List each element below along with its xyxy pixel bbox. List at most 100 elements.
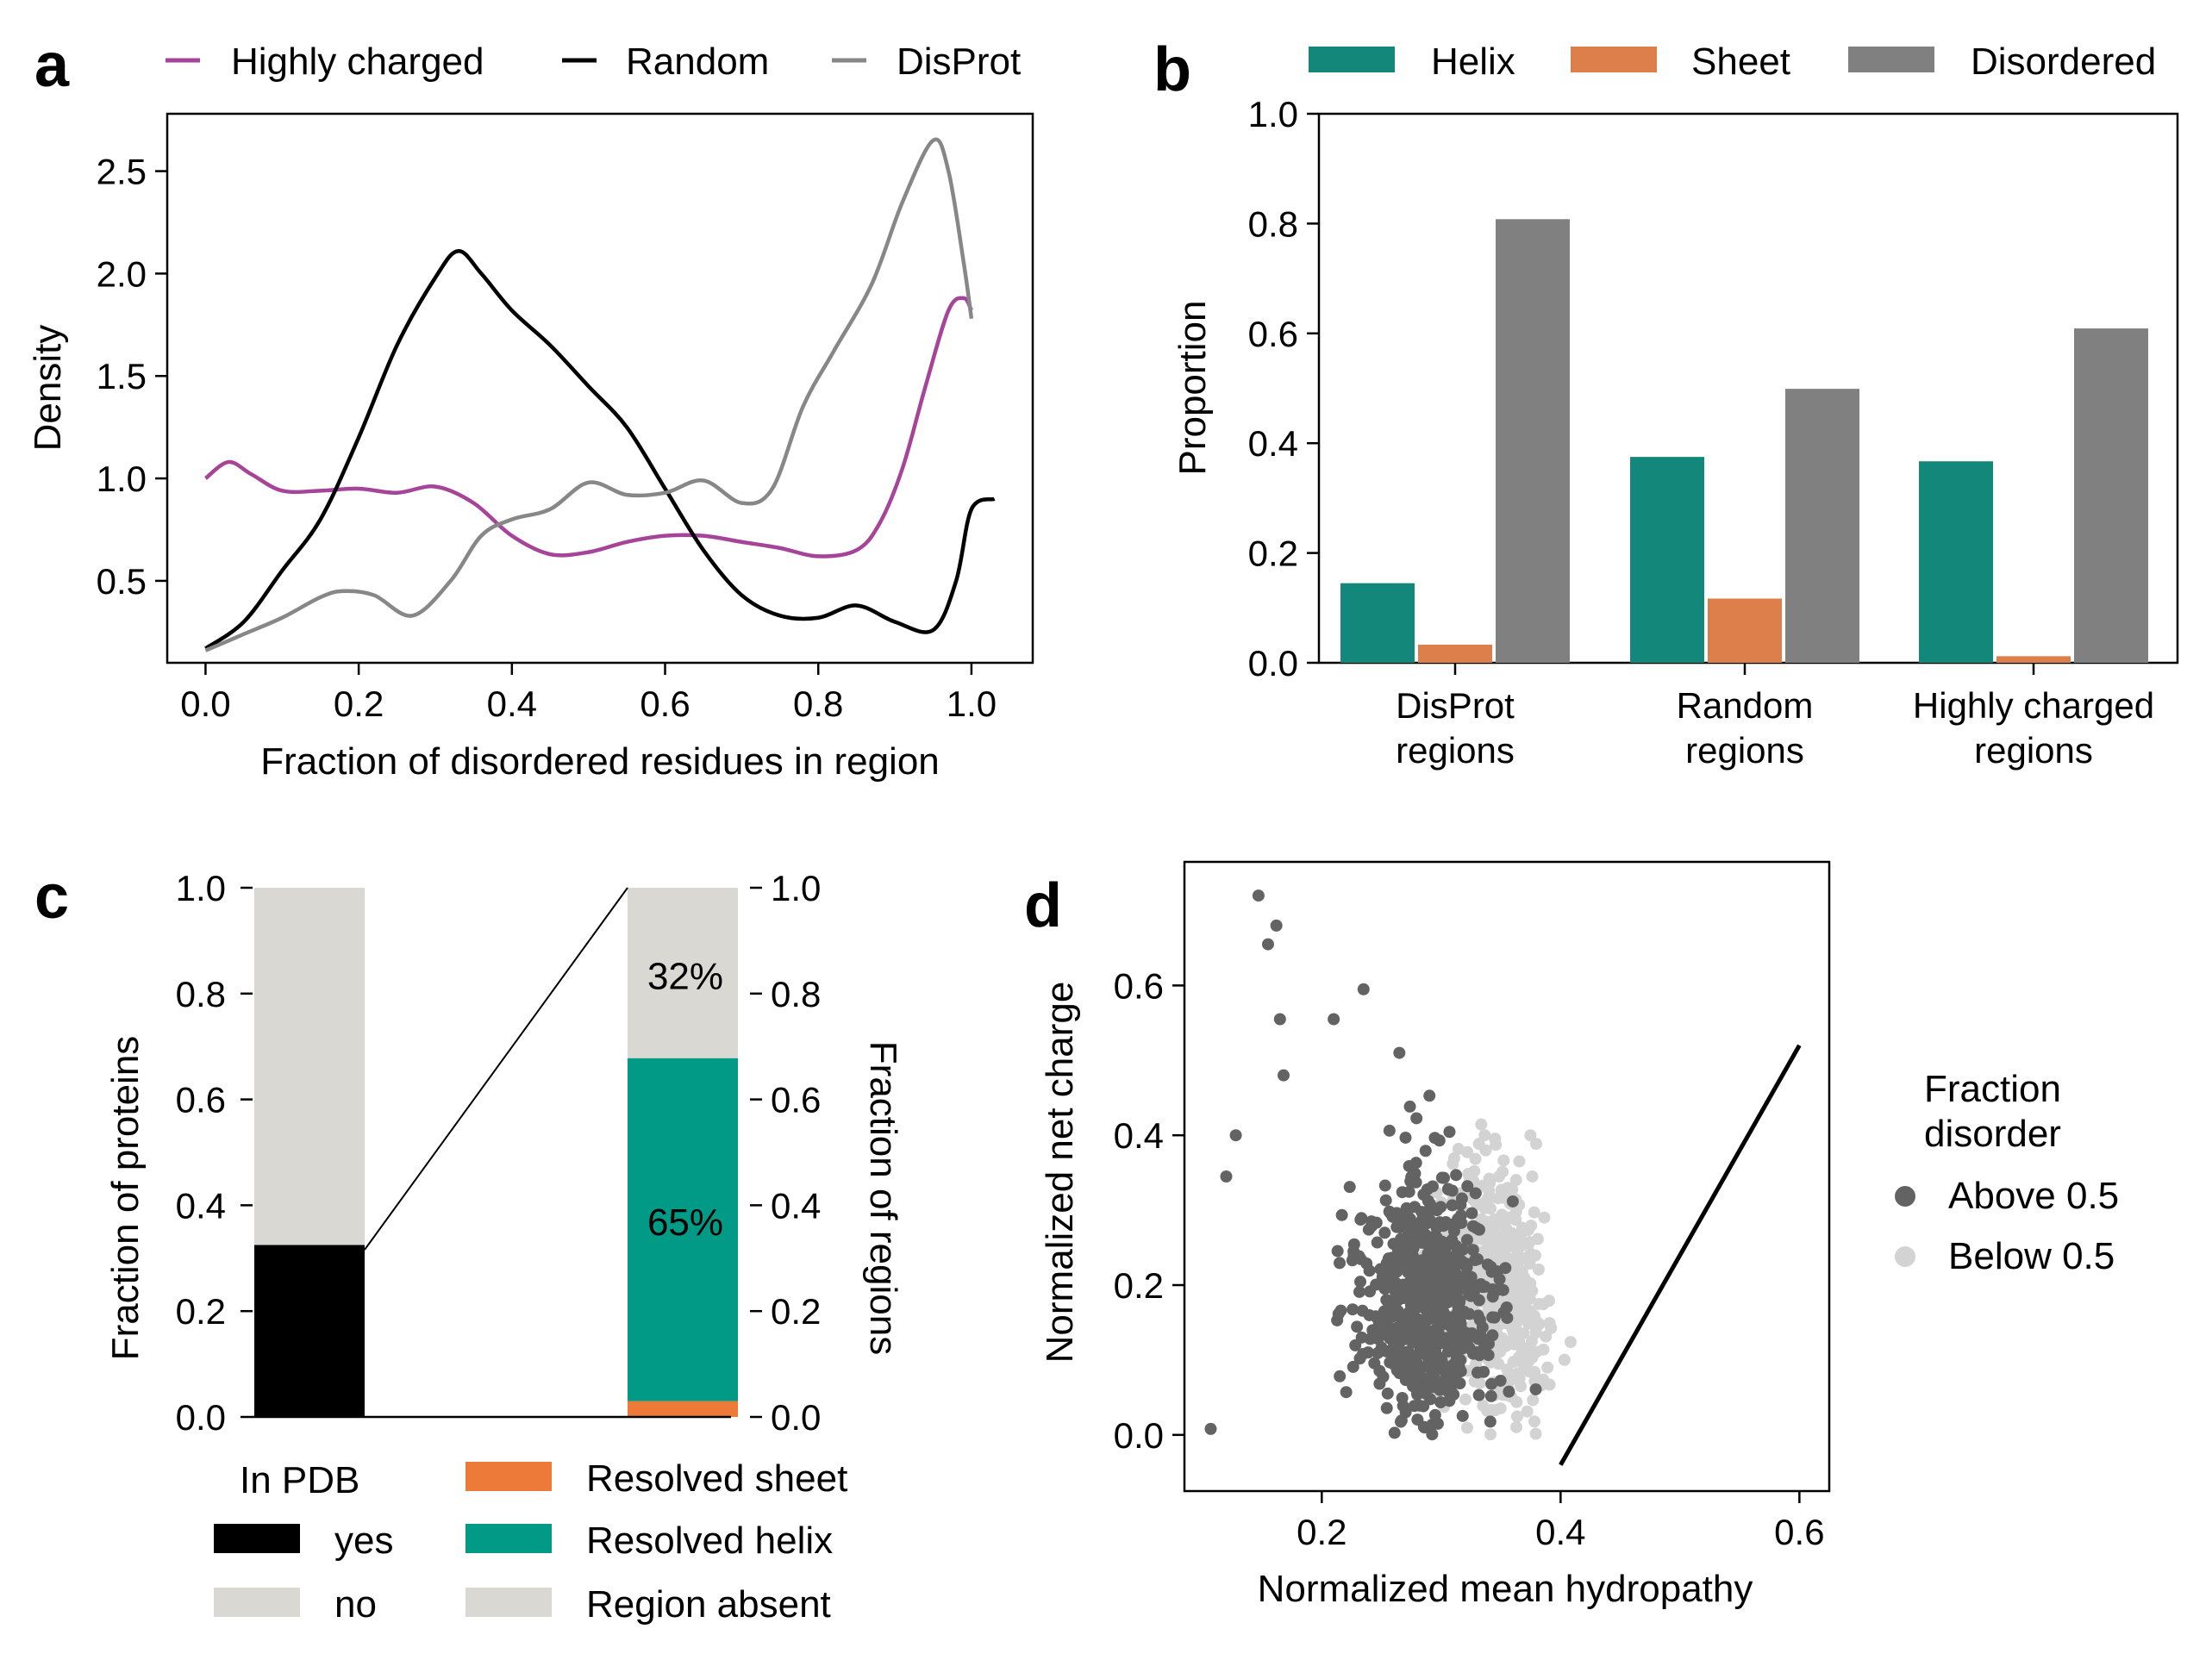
point-above-0-5: [1399, 1374, 1412, 1387]
point-below-0-5: [1524, 1305, 1537, 1318]
point-below-0-5: [1489, 1404, 1502, 1417]
panel-a-frame: [166, 112, 1034, 665]
point-above-0-5: [1334, 1370, 1347, 1382]
x-tick-label: 1.0: [947, 683, 997, 724]
y-tick-label: 0.5: [97, 561, 147, 602]
point-above-0-5: [1450, 1216, 1463, 1229]
y-tick-label: 0.8: [1248, 203, 1298, 244]
point-above-0-5: [1382, 1281, 1395, 1294]
y-tick-label: 0.6: [1114, 965, 1164, 1006]
legend-in-pdb-title: In PDB: [240, 1459, 359, 1501]
point-above-0-5: [1261, 938, 1274, 951]
point-above-0-5: [1220, 1170, 1233, 1183]
point-above-0-5: [1383, 1124, 1396, 1137]
point-above-0-5: [1419, 1323, 1432, 1336]
point-above-0-5: [1423, 1307, 1436, 1320]
point-below-0-5: [1492, 1170, 1505, 1183]
right-bar-resolved-sheet: [628, 1401, 738, 1417]
point-above-0-5: [1385, 1251, 1398, 1264]
point-below-0-5: [1513, 1336, 1526, 1349]
point-above-0-5: [1396, 1391, 1409, 1404]
point-above-0-5: [1277, 1069, 1290, 1082]
legend-region-absent-swatch: [466, 1588, 552, 1617]
left-tick-label: 0.0: [176, 1397, 226, 1438]
point-below-0-5: [1475, 1118, 1488, 1131]
point-above-0-5: [1442, 1345, 1455, 1358]
panel-d-chart: 0.2 0.4 0.6 0.0 0.2 0.4 0.6 Normalized mean h…: [1039, 860, 2119, 1610]
point-above-0-5: [1506, 1195, 1519, 1208]
point-above-0-5: [1384, 1321, 1397, 1334]
point-above-0-5: [1391, 1279, 1404, 1292]
point-above-0-5: [1426, 1290, 1439, 1303]
legend-no-label: no: [334, 1583, 377, 1626]
point-above-0-5: [1458, 1270, 1471, 1282]
point-below-0-5: [1528, 1365, 1541, 1378]
y-tick-label: 0.2: [1114, 1265, 1164, 1306]
point-above-0-5: [1362, 1346, 1375, 1359]
point-above-0-5: [1444, 1335, 1457, 1348]
point-above-0-5: [1356, 1304, 1369, 1317]
legend-above-swatch: [1895, 1186, 1915, 1207]
point-above-0-5: [1428, 1328, 1441, 1341]
point-above-0-5: [1379, 1194, 1392, 1207]
point-above-0-5: [1454, 1321, 1467, 1334]
y-tick-label: 1.5: [97, 356, 147, 396]
point-above-0-5: [1456, 1409, 1469, 1422]
point-above-0-5: [1472, 1332, 1484, 1345]
panel-d-x-label: Normalized mean hydropathy: [1258, 1568, 1753, 1610]
point-above-0-5: [1494, 1374, 1507, 1387]
point-above-0-5: [1364, 1332, 1377, 1345]
bar-disordered: [1496, 219, 1570, 663]
legend-resolved-helix-swatch: [466, 1524, 552, 1553]
y-tick-label: 0.2: [1248, 534, 1298, 574]
point-above-0-5: [1486, 1311, 1499, 1324]
legend-resolved-sheet-swatch: [466, 1462, 552, 1491]
point-above-0-5: [1403, 1185, 1415, 1198]
point-above-0-5: [1456, 1243, 1469, 1256]
point-above-0-5: [1469, 1187, 1482, 1200]
panel-a-x-ticks: 0.0 0.2 0.4 0.6 0.8 1.0: [180, 663, 997, 724]
point-above-0-5: [1484, 1415, 1497, 1428]
right-tick-label: 0.8: [771, 974, 821, 1014]
panel-a-chart: 0.0 0.2 0.4 0.6 0.8 1.0 0.5 1.0 1.5 2.0 2.5 Fract…: [27, 41, 1034, 783]
legend-helix-label: Helix: [1431, 41, 1515, 83]
point-below-0-5: [1491, 1237, 1504, 1250]
right-tick-label: 0.0: [771, 1397, 821, 1438]
point-below-0-5: [1530, 1138, 1543, 1151]
point-below-0-5: [1528, 1250, 1540, 1263]
legend-yes-label: yes: [334, 1520, 393, 1562]
point-above-0-5: [1436, 1260, 1449, 1273]
x-tick-label: 0.4: [1535, 1512, 1585, 1552]
panel-c-right-bar: 65% 32%: [628, 888, 738, 1417]
panel-d-boundary-line: [1559, 1044, 1802, 1466]
point-below-0-5: [1528, 1415, 1540, 1428]
panel-d-y-ticks: 0.0 0.2 0.4 0.6: [1114, 965, 1184, 1456]
point-above-0-5: [1458, 1278, 1471, 1291]
point-above-0-5: [1485, 1377, 1498, 1390]
point-above-0-5: [1381, 1387, 1394, 1400]
point-below-0-5: [1459, 1393, 1472, 1406]
point-above-0-5: [1388, 1426, 1401, 1439]
point-above-0-5: [1328, 1013, 1340, 1026]
point-above-0-5: [1409, 1157, 1422, 1170]
point-above-0-5: [1372, 1346, 1384, 1359]
point-above-0-5: [1401, 1208, 1414, 1220]
point-below-0-5: [1509, 1243, 1522, 1256]
point-below-0-5: [1477, 1399, 1490, 1412]
point-above-0-5: [1390, 1307, 1403, 1320]
x-tick-label: 0.4: [487, 683, 537, 724]
point-above-0-5: [1417, 1400, 1430, 1413]
point-below-0-5: [1496, 1208, 1509, 1221]
point-above-0-5: [1347, 1238, 1360, 1251]
point-above-0-5: [1429, 1347, 1442, 1360]
y-tick-label: 2.5: [97, 152, 147, 192]
point-above-0-5: [1425, 1215, 1438, 1228]
point-above-0-5: [1399, 1131, 1412, 1144]
point-above-0-5: [1403, 1331, 1416, 1344]
point-above-0-5: [1270, 919, 1283, 932]
panel-d-frame: [1183, 860, 1831, 1493]
panel-a-legend: Highly charged Random DisProt: [166, 41, 1021, 83]
series-line-disprot: [204, 137, 974, 652]
point-below-0-5: [1530, 1315, 1543, 1328]
point-above-0-5: [1434, 1238, 1447, 1251]
